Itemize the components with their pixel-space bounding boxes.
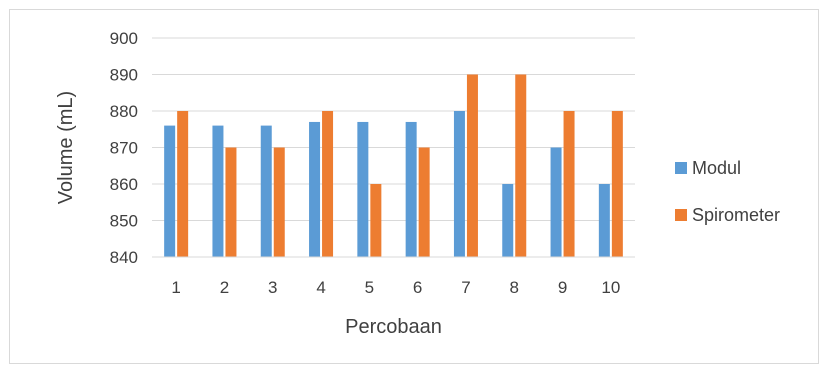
x-tick-label: 1	[171, 278, 180, 297]
bars	[164, 74, 623, 257]
bar-spirometer-4	[322, 111, 334, 257]
bar-modul-4	[309, 121, 321, 257]
bar-spirometer-8	[515, 74, 527, 257]
bar-modul-7	[453, 111, 465, 257]
x-tick-label: 5	[365, 278, 374, 297]
bar-spirometer-10	[611, 111, 623, 257]
x-tick-label: 7	[461, 278, 470, 297]
bar-modul-1	[164, 125, 176, 257]
y-tick-label: 870	[110, 139, 138, 158]
bar-spirometer-6	[418, 147, 430, 257]
y-axis-ticks: 840 850 860 870 880 890 900	[110, 29, 138, 267]
y-tick-label: 840	[110, 248, 138, 267]
legend-swatch-modul	[675, 162, 687, 174]
y-tick-label: 900	[110, 29, 138, 48]
bar-spirometer-7	[466, 74, 478, 257]
bar-spirometer-2	[225, 147, 237, 257]
x-tick-label: 10	[601, 278, 620, 297]
gridlines	[152, 37, 635, 258]
y-tick-label: 890	[110, 66, 138, 85]
x-axis-title: Percobaan	[345, 316, 442, 338]
x-tick-label: 4	[316, 278, 325, 297]
bar-spirometer-5	[370, 184, 382, 257]
y-tick-label: 860	[110, 175, 138, 194]
legend-label-modul: Modul	[692, 158, 741, 178]
bar-spirometer-9	[563, 111, 575, 257]
bar-modul-6	[405, 121, 417, 257]
legend-label-spirometer: Spirometer	[692, 205, 780, 225]
bar-spirometer-3	[273, 147, 285, 257]
bar-modul-9	[550, 147, 562, 257]
x-tick-label: 3	[268, 278, 277, 297]
x-tick-label: 2	[220, 278, 229, 297]
y-axis-title: Volume (mL)	[55, 91, 77, 204]
x-tick-label: 6	[413, 278, 422, 297]
x-axis-ticks: 1 2 3 4 5 6 7 8 9 10	[171, 278, 620, 297]
bar-modul-2	[212, 125, 224, 257]
legend: Modul Spirometer	[675, 158, 780, 225]
y-tick-label: 880	[110, 102, 138, 121]
x-tick-label: 9	[558, 278, 567, 297]
bar-modul-3	[260, 125, 272, 257]
y-tick-label: 850	[110, 212, 138, 231]
bar-modul-10	[598, 184, 610, 257]
bar-spirometer-1	[177, 111, 189, 257]
bar-modul-8	[502, 184, 514, 257]
x-tick-label: 8	[510, 278, 519, 297]
legend-swatch-spirometer	[675, 209, 687, 221]
bar-modul-5	[357, 121, 369, 257]
